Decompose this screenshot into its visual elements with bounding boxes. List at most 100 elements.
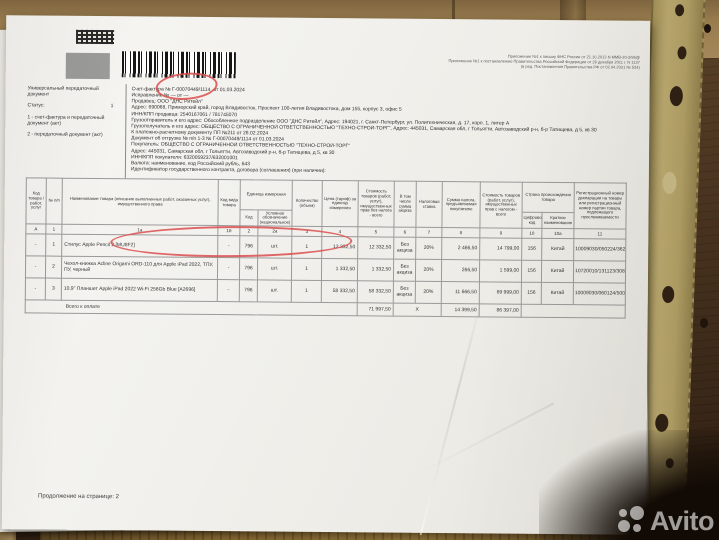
cell-quantity: 1 (291, 280, 322, 303)
header-col-10: Цифровой код (521, 212, 543, 229)
cell-product-type-code: - (217, 257, 240, 281)
cell-code: - (25, 234, 46, 257)
cell-cost-without-tax: 12 332,50 (357, 237, 394, 260)
total-without-tax: 71 997,50 (357, 303, 394, 317)
cell-unit: шт. (257, 280, 292, 303)
redacted-logo-block (65, 52, 110, 80)
cell-num: 1 (45, 234, 62, 257)
cell-cost-with-tax: 69 999,00 (479, 282, 522, 305)
cell-price: 1 332,50 (321, 258, 358, 282)
header-country-group: Страна происхождения товара (522, 182, 575, 213)
total-empty-cell (521, 304, 626, 319)
folder-hole (674, 4, 685, 17)
cell-cost-with-tax: 1 599,00 (479, 260, 522, 283)
header-unit-group: Единица измерения (240, 179, 293, 211)
table-body: - 1 Стилус Apple Pencil 2 [MU8F2] - 796 … (25, 234, 626, 306)
cell-registration-number: 10720010/131123/3089831 (573, 261, 626, 284)
continuation-note: Продолжение на странице: 2 (38, 493, 119, 501)
cell-excise: Без акциза (393, 237, 416, 260)
index-cell: 2 (239, 226, 258, 237)
total-with-tax: 86 397,00 (479, 304, 522, 318)
folder-hole (677, 46, 687, 60)
header-col-10a: Краткое наименование (541, 212, 575, 230)
header-col-a: Код товара / работ, услуг (25, 177, 47, 225)
cell-registration-number: 10009030/050224/3627507 (573, 239, 626, 262)
cell-unit-code: 796 (239, 236, 258, 259)
status-label: Статус: (27, 102, 45, 109)
header-col-1a: Наименование товара (описание выполненны… (61, 178, 219, 226)
cell-num: 3 (45, 278, 62, 301)
folder-hole (669, 85, 684, 107)
index-cell: 9 (479, 228, 522, 239)
cell-tax-amount: 266,50 (441, 259, 480, 283)
header-col-2: Код (239, 209, 259, 227)
index-cell: 1 (45, 224, 62, 235)
total-tax: 14 399,50 (441, 303, 480, 318)
cell-product-name: Стилус Apple Pencil 2 [MU8F2] (61, 234, 218, 258)
document-type-sidebar: Универсальный передаточный документ Стат… (24, 83, 127, 179)
status-value: 1 (110, 103, 114, 110)
index-cell: 7 (415, 227, 442, 238)
barcode-icon (121, 51, 236, 79)
index-cell: 2а (257, 226, 292, 237)
cell-unit-code: 796 (239, 258, 258, 281)
index-cell: 11 (573, 229, 626, 240)
folder-hole (662, 171, 677, 195)
total-label: Всего к оплате (25, 300, 358, 317)
cell-country-code: 156 (521, 282, 542, 305)
items-table: Код товара / работ, услуг № п/п Наименов… (25, 177, 627, 319)
cell-cost-without-tax: 58 332,50 (357, 281, 394, 304)
wood-knot (700, 318, 708, 328)
cell-quantity: 1 (291, 258, 322, 281)
paper-crease (411, 402, 554, 479)
cell-country-name: Китай (541, 260, 574, 284)
header-col-7: Налоговая ставка (415, 181, 443, 228)
cell-product-name: Чехол-книжка Acline Origami ORD-110 для … (61, 256, 218, 280)
qr-code-icon (76, 29, 115, 45)
invoice-date: от 01.03.2024 (213, 87, 245, 94)
cell-price: 58 332,50 (321, 280, 358, 304)
cell-code: - (25, 256, 46, 279)
status-option-1: 1 - счет-фактура и передаточный документ… (27, 114, 105, 127)
legal-references: Приложение №1 к письму ФНС России от 21.… (340, 52, 639, 70)
index-cell: 10а (541, 228, 574, 240)
cell-tax-rate: 20% (415, 281, 442, 304)
index-cell: 6 (393, 227, 416, 238)
cell-excise: Без акциза (393, 281, 416, 304)
status-row: Статус: 1 (27, 102, 121, 109)
index-cell: 5 (357, 227, 394, 238)
header-col-1: № п/п (45, 178, 63, 225)
wood-knot (704, 24, 711, 33)
cell-unit: шт. (257, 236, 292, 259)
header-col-1b: Код вида товара (217, 179, 241, 227)
header-col-4: Цена (тариф) за единицу измерения (321, 180, 359, 228)
index-cell: 8 (441, 227, 480, 239)
avito-logo-icon (618, 506, 646, 536)
cell-product-type-code: - (217, 235, 240, 259)
cell-tax-rate: 20% (415, 237, 442, 260)
header-col-3: Количество (объем) (291, 180, 323, 227)
header-col-6: В том числе сумма акциза (393, 181, 417, 228)
index-cell: 1б (217, 225, 240, 237)
header-col-2a: Условное обозначение (национальное) (257, 209, 293, 227)
cell-tax-amount: 2 466,50 (441, 237, 480, 261)
cell-country-code: 156 (521, 238, 542, 261)
cell-num: 2 (45, 256, 62, 279)
folder-hole (661, 285, 675, 304)
document-type-title: Универсальный передаточный документ (27, 85, 99, 98)
cell-cost-with-tax: 14 799,00 (479, 238, 522, 261)
cell-excise: Без акциза (393, 259, 416, 282)
cell-price: 12 332,50 (321, 236, 358, 260)
index-cell: А (25, 224, 46, 235)
index-cell: 4 (321, 226, 358, 238)
cell-country-name: Китай (541, 282, 574, 306)
invoice-header: Счет-фактура № Г-00070449/1114 от 01.03.… (131, 86, 644, 177)
header-col-9: Стоимость товаров (работ, услуг), имущес… (479, 181, 523, 229)
cell-registration-number: 10009030/060124/5000686 (573, 283, 626, 306)
avito-watermark: Avito (618, 505, 715, 536)
header-col-8: Сумма налога, предъявляемая покупателю (441, 181, 481, 229)
total-x-mark: X (393, 303, 442, 317)
cell-quantity: 1 (291, 236, 322, 259)
avito-brand-text: Avito (650, 505, 715, 536)
